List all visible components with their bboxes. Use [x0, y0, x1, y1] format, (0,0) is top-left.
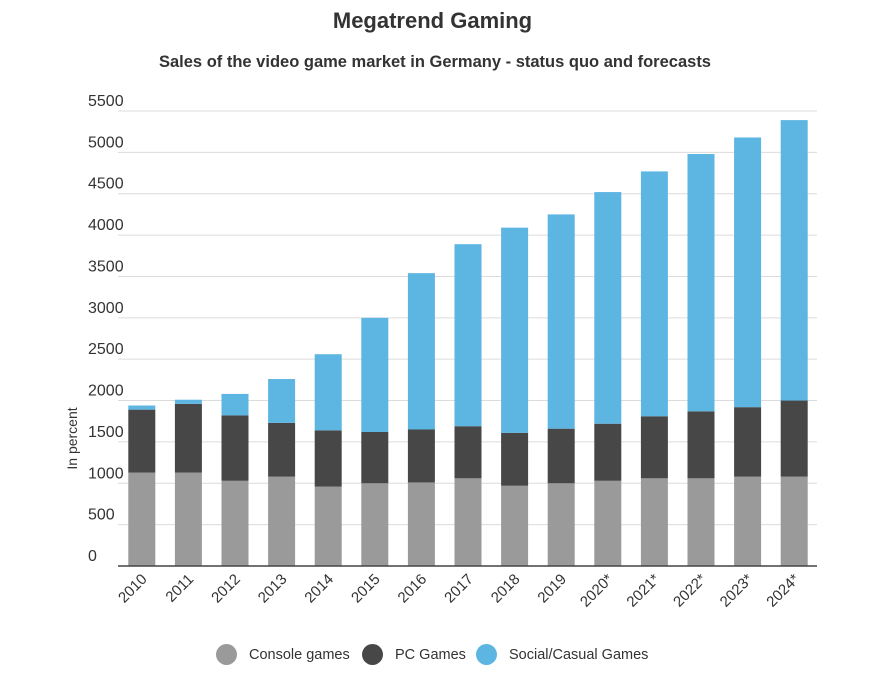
bar-social-2012: [221, 393, 249, 416]
bar-pc-2023: [734, 407, 762, 477]
bar-social-2020: [594, 192, 622, 424]
bar-console-2022: [687, 478, 715, 566]
bar-social-2017: [454, 244, 482, 427]
bar-console-2023: [734, 476, 762, 566]
bar-social-2024: [780, 120, 808, 401]
bar-pc-2012: [221, 415, 249, 481]
x-tick-label: 2020*: [577, 571, 617, 611]
legend-label-console: Console games: [249, 646, 350, 663]
bar-console-2012: [221, 480, 249, 566]
x-tick-label: 2013: [255, 571, 291, 607]
y-tick-label: 5500: [88, 93, 124, 110]
bar-pc-2020: [594, 423, 622, 481]
x-tick-label: 2017: [441, 571, 477, 607]
bar-console-2017: [454, 478, 482, 566]
y-tick-label: 1000: [88, 465, 124, 482]
bar-pc-2013: [268, 422, 296, 477]
bar-social-2023: [734, 137, 762, 408]
y-tick-label: 0: [88, 548, 97, 565]
bar-pc-2011: [174, 403, 202, 473]
legend-label-pc: PC Games: [395, 646, 466, 663]
y-tick-label: 3000: [88, 300, 124, 317]
y-tick-label: 4500: [88, 176, 124, 193]
bar-pc-2019: [547, 428, 575, 484]
x-tick-label: 2015: [348, 571, 384, 607]
bar-console-2020: [594, 480, 622, 566]
bar-console-2013: [268, 476, 296, 566]
bar-social-2014: [314, 354, 342, 431]
bar-pc-2015: [361, 431, 389, 484]
bar-console-2018: [501, 485, 529, 566]
bar-console-2021: [640, 478, 668, 566]
legend-item-console: Console games: [216, 644, 350, 665]
chart-legend: Console games PC Games Social/Casual Gam…: [0, 644, 882, 668]
x-tick-label: 2022*: [670, 571, 710, 611]
bar-console-2010: [128, 472, 156, 566]
x-tick-label: 2019: [534, 571, 570, 607]
bar-pc-2010: [128, 409, 156, 473]
y-tick-label: 4000: [88, 217, 124, 234]
bar-pc-2022: [687, 411, 715, 479]
bar-pc-2014: [314, 430, 342, 487]
y-tick-label: 2500: [88, 341, 124, 358]
bar-console-2019: [547, 483, 575, 566]
bar-social-2016: [407, 273, 435, 430]
chart-title: Megatrend Gaming: [332, 8, 533, 33]
bar-console-2011: [174, 472, 202, 566]
legend-swatch-social: [476, 644, 497, 665]
y-tick-label: 3500: [88, 258, 124, 275]
x-tick-label: 2023*: [717, 571, 757, 611]
x-tick-label: 2011: [162, 571, 197, 606]
bar-social-2011: [174, 399, 202, 404]
x-tick-label: 2024*: [763, 571, 803, 611]
x-tick-label: 2010: [115, 571, 151, 607]
bar-console-2024: [780, 476, 808, 566]
legend-swatch-console: [216, 644, 237, 665]
x-tick-label: 2014: [301, 571, 337, 607]
x-tick-label: 2012: [208, 571, 244, 607]
bar-pc-2021: [640, 416, 668, 479]
bar-social-2015: [361, 317, 389, 432]
x-tick-label: 2016: [395, 571, 431, 607]
y-tick-label: 500: [88, 507, 115, 524]
bar-social-2013: [268, 379, 296, 423]
bar-pc-2018: [501, 432, 529, 486]
bar-pc-2017: [454, 426, 482, 479]
bar-pc-2016: [407, 429, 435, 483]
bar-console-2015: [361, 483, 389, 566]
bar-social-2022: [687, 154, 715, 412]
bar-social-2018: [501, 227, 529, 433]
legend-item-pc: PC Games: [362, 644, 466, 665]
y-axis-title: In percent: [64, 407, 80, 469]
bar-pc-2024: [780, 400, 808, 477]
bar-social-2019: [547, 214, 575, 429]
stacked-bar-chart: 0 500 1000 1500 2000 2500 3000 3500 4000 4500 5000…: [64, 93, 817, 611]
chart-subtitle: Sales of the video game market in German…: [158, 53, 711, 71]
x-tick-label: 2018: [488, 571, 524, 607]
legend-swatch-pc: [362, 644, 383, 665]
bar-social-2021: [640, 171, 668, 417]
x-tick-label: 2021*: [623, 571, 663, 611]
bar-console-2016: [407, 482, 435, 566]
legend-label-social: Social/Casual Games: [509, 646, 649, 663]
y-tick-label: 2000: [88, 383, 124, 400]
bar-social-2010: [128, 405, 156, 410]
y-tick-label: 1500: [88, 424, 124, 441]
legend-item-social: Social/Casual Games: [476, 644, 648, 665]
y-tick-label: 5000: [88, 134, 124, 151]
bar-console-2014: [314, 486, 342, 566]
